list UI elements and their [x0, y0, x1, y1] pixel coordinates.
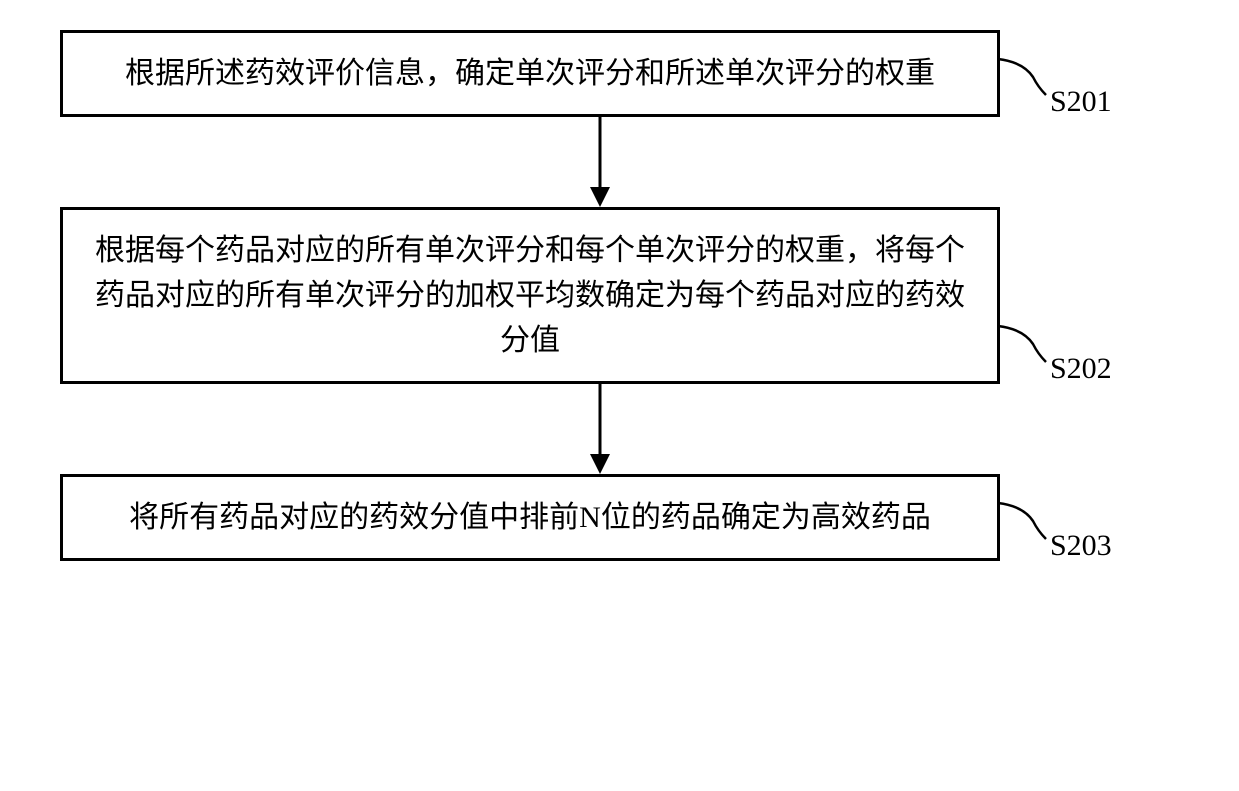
step-box-1: 根据所述药效评价信息，确定单次评分和所述单次评分的权重: [60, 30, 1000, 117]
step-text-1: 根据所述药效评价信息，确定单次评分和所述单次评分的权重: [125, 57, 935, 90]
arrow-down-icon: [585, 384, 615, 474]
flowchart-container: 根据所述药效评价信息，确定单次评分和所述单次评分的权重 S201 根据每个药品对…: [60, 30, 1140, 561]
connector-curve-icon: [998, 501, 1048, 546]
arrow-down-icon: [585, 117, 615, 207]
step-text-2: 根据每个药品对应的所有单次评分和每个单次评分的权重，将每个药品对应的所有单次评分…: [95, 234, 965, 357]
step-label-1: S201: [1050, 85, 1112, 119]
step-label-2: S202: [1050, 352, 1112, 386]
connector-curve-icon: [998, 324, 1048, 369]
step-box-3: 将所有药品对应的药效分值中排前N位的药品确定为高效药品: [60, 474, 1000, 561]
step-label-connector-2: S202: [1000, 324, 1140, 384]
step-label-3: S203: [1050, 529, 1112, 563]
step-wrapper-3: 将所有药品对应的药效分值中排前N位的药品确定为高效药品 S203: [60, 474, 1140, 561]
step-box-2: 根据每个药品对应的所有单次评分和每个单次评分的权重，将每个药品对应的所有单次评分…: [60, 207, 1000, 384]
step-wrapper-2: 根据每个药品对应的所有单次评分和每个单次评分的权重，将每个药品对应的所有单次评分…: [60, 207, 1140, 384]
arrow-2: [130, 384, 1070, 474]
step-label-connector-1: S201: [1000, 57, 1140, 117]
step-label-connector-3: S203: [1000, 501, 1140, 561]
connector-curve-icon: [998, 57, 1048, 102]
step-wrapper-1: 根据所述药效评价信息，确定单次评分和所述单次评分的权重 S201: [60, 30, 1140, 117]
step-text-3: 将所有药品对应的药效分值中排前N位的药品确定为高效药品: [129, 501, 931, 534]
arrow-1: [130, 117, 1070, 207]
